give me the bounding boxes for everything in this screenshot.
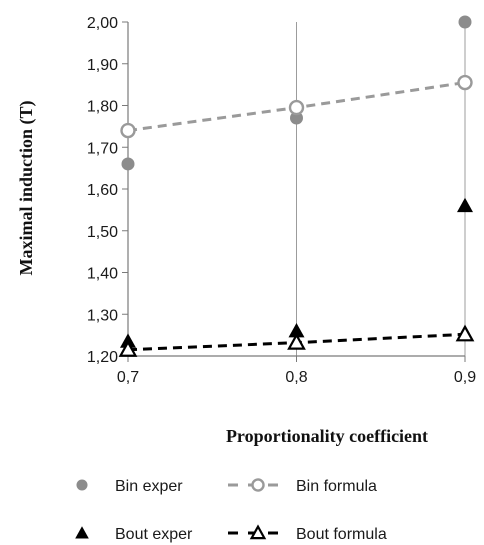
axes: [122, 21, 466, 362]
legend-marker: [249, 524, 267, 540]
y-tick-label: 1,80: [87, 99, 118, 116]
y-tick-label: 1,60: [87, 182, 118, 199]
legend-marker: [76, 479, 88, 491]
legend-item-0: Bin exper: [76, 478, 183, 495]
data-point: [457, 197, 473, 213]
data-point: [288, 322, 305, 338]
y-tick-label: 2,00: [87, 15, 118, 32]
legend-item-3: Bout formula: [228, 524, 387, 543]
data-point: [287, 332, 306, 350]
legend-marker: [75, 526, 89, 539]
x-tick-label: 0,7: [117, 369, 139, 386]
data-point: [455, 324, 475, 342]
series-1: [120, 74, 473, 139]
y-tick-label: 1,20: [87, 349, 118, 366]
x-tick-label: 0,8: [285, 369, 307, 386]
series-3: [118, 324, 475, 357]
grid: [127, 22, 466, 356]
x-axis-label: Proportionality coefficient: [226, 426, 428, 446]
legend-label: Bin exper: [115, 478, 183, 495]
legend-item-2: Bout exper: [75, 526, 193, 543]
legend: Bin exper Bin formula Bout exper Bout formu…: [75, 478, 387, 543]
data-point: [120, 122, 136, 139]
data-point: [288, 99, 305, 116]
legend-label: Bin formula: [296, 478, 377, 495]
legend-marker: [251, 478, 265, 492]
y-axis-label: Maximal induction (T): [16, 100, 37, 275]
x-tick-label: 0,9: [454, 369, 476, 386]
x-tick-labels: 0,7 0,8 0,9: [117, 369, 476, 386]
y-tick-label: 1,30: [87, 307, 118, 324]
data-point: [118, 339, 138, 357]
series-0: [121, 15, 472, 171]
data-point: [458, 15, 472, 29]
legend-item-1: Bin formula: [228, 478, 377, 495]
y-tick-label: 1,40: [87, 266, 118, 283]
y-tick-label: 1,90: [87, 57, 118, 74]
y-tick-label: 1,70: [87, 140, 118, 157]
data-point: [290, 111, 303, 125]
plot-series: [118, 15, 475, 357]
y-tick-label: 1,50: [87, 224, 118, 241]
data-point: [121, 157, 135, 171]
data-point: [457, 74, 473, 91]
legend-label: Bout exper: [115, 526, 193, 543]
y-tick-labels: 1,20 1,30 1,40 1,50 1,60 1,70 1,80 1,90 2,00: [87, 15, 118, 366]
legend-label: Bout formula: [296, 526, 387, 543]
